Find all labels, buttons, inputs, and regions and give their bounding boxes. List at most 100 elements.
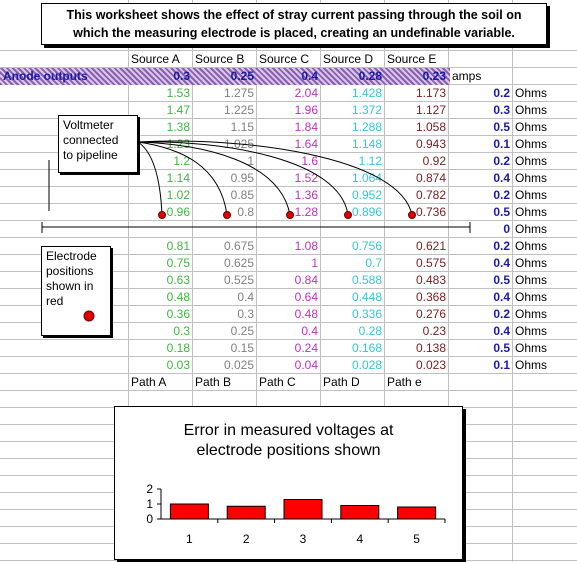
cell-c[interactable]: 1.28 (294, 205, 318, 219)
anode-value-c[interactable]: 0.4 (301, 69, 318, 83)
cell-b[interactable]: 0.4 (237, 290, 254, 304)
error-chart[interactable]: Error in measured voltages at electrode … (114, 406, 463, 560)
header-source-b[interactable]: Source B (195, 52, 245, 66)
cell-b[interactable]: 0.625 (223, 256, 254, 270)
cell-e[interactable]: 0.621 (415, 239, 446, 253)
cell-e[interactable]: 0.368 (415, 290, 446, 304)
anode-value-d[interactable]: 0.28 (358, 69, 382, 83)
cell-b[interactable]: 0.85 (230, 188, 254, 202)
cell-d[interactable]: 1.428 (351, 86, 382, 100)
cell-e[interactable]: 0.943 (415, 137, 446, 151)
ohm-value[interactable]: 0.3 (493, 103, 510, 117)
ohm-value[interactable]: 0.4 (493, 171, 510, 185)
ohm-unit[interactable]: Ohms (515, 154, 548, 168)
cell-c[interactable]: 1.84 (294, 120, 318, 134)
ohm-value[interactable]: 0.1 (493, 137, 510, 151)
cell-b[interactable]: 0.675 (223, 239, 254, 253)
cell-b[interactable]: 0.95 (230, 171, 254, 185)
anode-value-e[interactable]: 0.23 (422, 69, 446, 83)
cell-e[interactable]: 0.023 (415, 358, 446, 372)
cell-d[interactable]: 1.372 (351, 103, 382, 117)
cell-e[interactable]: 0.874 (415, 171, 446, 185)
cell-a[interactable]: 1.02 (166, 188, 190, 202)
ohm-value[interactable]: 0.2 (493, 239, 510, 253)
ohm-value[interactable]: 0.4 (493, 290, 510, 304)
header-source-e[interactable]: Source E (387, 52, 437, 66)
cell-a[interactable]: 1.2 (173, 154, 190, 168)
ohm-unit[interactable]: Ohms (515, 205, 548, 219)
cell-a[interactable]: 1.38 (166, 120, 190, 134)
cell-a[interactable]: 0.96 (166, 205, 190, 219)
cell-a[interactable]: 0.48 (166, 290, 190, 304)
ohm-unit[interactable]: Ohms (515, 103, 548, 117)
cell-d[interactable]: 1.12 (358, 154, 382, 168)
ohm-value[interactable]: 0.4 (493, 324, 510, 338)
header-source-d[interactable]: Source D (323, 52, 374, 66)
ohm-value[interactable]: 0.2 (493, 154, 510, 168)
cell-a[interactable]: 0.03 (166, 358, 190, 372)
ohm-unit[interactable]: Ohms (515, 341, 548, 355)
cell-b[interactable]: 1 (247, 154, 254, 168)
anode-value-b[interactable]: 0.25 (230, 69, 254, 83)
cell-a[interactable]: 1.14 (166, 171, 190, 185)
cell-c[interactable]: 0.4 (301, 324, 318, 338)
path-b-label[interactable]: Path B (195, 375, 232, 389)
cell-c[interactable]: 0.04 (294, 358, 318, 372)
path-a-label[interactable]: Path A (131, 375, 167, 389)
cell-c[interactable]: 0.24 (294, 341, 318, 355)
cell-b[interactable]: 0.025 (223, 358, 254, 372)
cell-c[interactable]: 0.64 (294, 290, 318, 304)
ohm-unit[interactable]: Ohms (515, 358, 548, 372)
ohm-unit[interactable]: Ohms (515, 188, 548, 202)
cell-b[interactable]: 0.8 (237, 205, 254, 219)
cell-b[interactable]: 1.225 (223, 103, 254, 117)
ohm-unit[interactable]: Ohms (515, 239, 548, 253)
cell-d[interactable]: 0.588 (351, 273, 382, 287)
cell-c[interactable]: 1.08 (294, 239, 318, 253)
cell-b[interactable]: 0.25 (230, 324, 254, 338)
ohm-unit[interactable]: Ohms (515, 137, 548, 151)
ohm-unit[interactable]: Ohms (515, 324, 548, 338)
ohm-unit[interactable]: Ohms (515, 290, 548, 304)
ohm-unit[interactable]: Ohms (515, 273, 548, 287)
cell-c[interactable]: 1.6 (301, 154, 318, 168)
cell-d[interactable]: 0.952 (351, 188, 382, 202)
cell-c[interactable]: 1.36 (294, 188, 318, 202)
cell-e[interactable]: 1.173 (415, 86, 446, 100)
cell-b[interactable]: 1.275 (223, 86, 254, 100)
cell-e[interactable]: 1.058 (415, 120, 446, 134)
ohm-value[interactable]: 0.5 (493, 341, 510, 355)
ohm-value[interactable]: 0.2 (493, 188, 510, 202)
cell-a[interactable]: 0.75 (166, 256, 190, 270)
cell-c[interactable]: 2.04 (294, 86, 318, 100)
cell-e[interactable]: 0.782 (415, 188, 446, 202)
cell-d[interactable]: 0.896 (351, 205, 382, 219)
cell-b[interactable]: 1.15 (230, 120, 254, 134)
cell-e[interactable]: 0.92 (422, 154, 446, 168)
cell-b[interactable]: 0.525 (223, 273, 254, 287)
cell-e[interactable]: 0.736 (415, 205, 446, 219)
cell-d[interactable]: 0.448 (351, 290, 382, 304)
cell-e[interactable]: 0.276 (415, 307, 446, 321)
ohm-unit[interactable]: Ohms (515, 307, 548, 321)
header-source-c[interactable]: Source C (259, 52, 310, 66)
ohm-value[interactable]: 0.2 (493, 86, 510, 100)
cell-a[interactable]: 0.18 (166, 341, 190, 355)
cell-c[interactable]: 1.52 (294, 171, 318, 185)
cell-d[interactable]: 1.148 (351, 137, 382, 151)
ohm-value[interactable]: 0.2 (493, 307, 510, 321)
ohm-value[interactable]: 0.1 (493, 358, 510, 372)
cell-a[interactable]: 0.36 (166, 307, 190, 321)
cell-a[interactable]: 1.53 (166, 86, 190, 100)
ohm-value[interactable]: 0.5 (493, 120, 510, 134)
cell-b[interactable]: 0.3 (237, 307, 254, 321)
cell-d[interactable]: 1.288 (351, 120, 382, 134)
ohm-value-zero[interactable]: 0 (503, 222, 510, 236)
cell-c[interactable]: 0.84 (294, 273, 318, 287)
cell-b[interactable]: 0.15 (230, 341, 254, 355)
cell-a[interactable]: 0.63 (166, 273, 190, 287)
path-d-label[interactable]: Path D (323, 375, 360, 389)
cell-d[interactable]: 0.756 (351, 239, 382, 253)
ohm-value[interactable]: 0.5 (493, 205, 510, 219)
cell-e[interactable]: 0.138 (415, 341, 446, 355)
